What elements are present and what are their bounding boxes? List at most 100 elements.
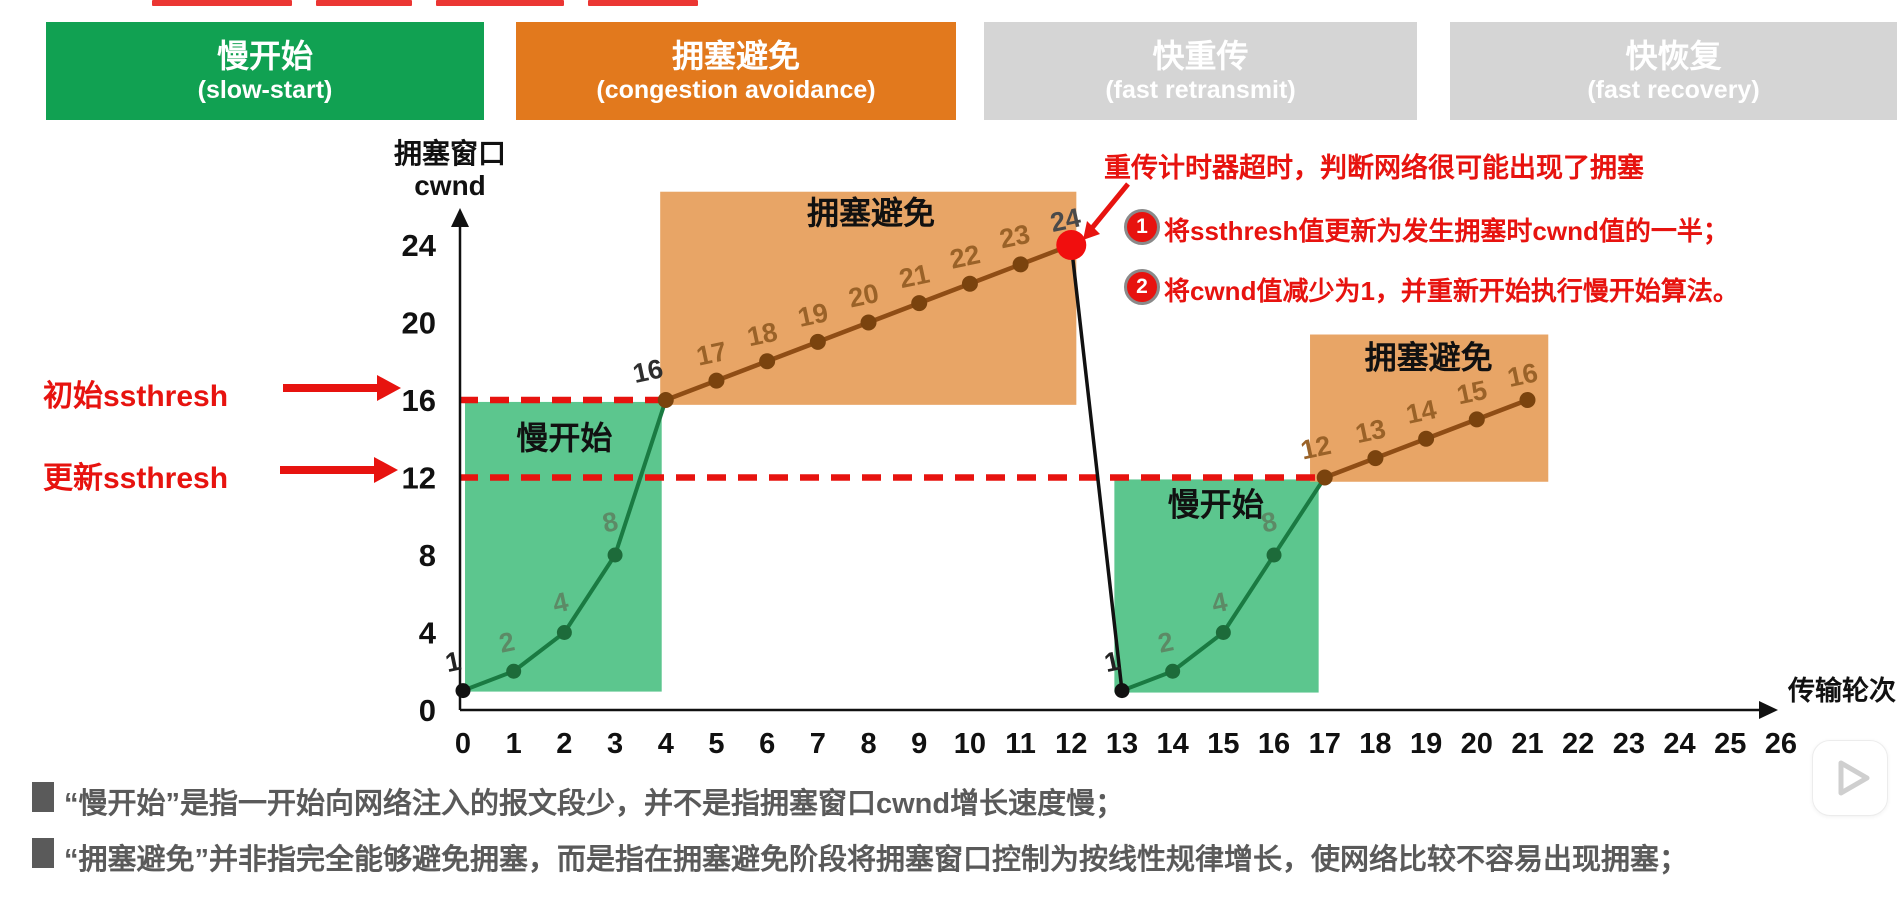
y-tick-label-8: 8	[419, 538, 436, 573]
point-label-slow-start-1-1: 1	[443, 646, 464, 678]
point-label-slow-start-2-1: 1	[1102, 646, 1123, 678]
data-point-congestion-avoidance-2-21	[1519, 392, 1536, 408]
point-label-slow-start-2-2: 2	[1155, 626, 1176, 658]
y-tick-label-12: 12	[402, 461, 436, 496]
series-line-timeout-drop	[1069, 243, 1124, 693]
y-axis-title: 拥塞窗口 cwnd	[360, 138, 540, 202]
x-tick-label-15: 15	[1207, 728, 1239, 760]
data-point-slow-start-2-15	[1215, 625, 1231, 640]
x-tick-label-10: 10	[954, 728, 986, 760]
x-tick-label-23: 23	[1613, 728, 1645, 760]
step-1-badge: 1	[1124, 209, 1160, 245]
note-bullet-square	[32, 838, 54, 868]
title-remnant-segment	[152, 0, 292, 6]
point-label-slow-start-2-8: 8	[1259, 506, 1280, 538]
point-label-congestion-avoidance-1-18: 18	[744, 317, 780, 353]
data-point-congestion-avoidance-1-11	[1012, 256, 1029, 273]
note-slow-start: “慢开始”是指一开始向网络注入的报文段少，并不是指拥塞窗口cwnd增长速度慢；	[64, 788, 1125, 820]
data-point-congestion-avoidance-2-20	[1468, 411, 1485, 428]
x-tick-label-1: 1	[506, 728, 522, 760]
video-play-button[interactable]	[1812, 740, 1888, 816]
phase-box-congestion-avoidance: 拥塞避免 (congestion avoidance)	[516, 22, 956, 120]
x-axis-arrowhead	[1759, 701, 1778, 719]
title-remnant-segment	[436, 0, 564, 6]
phase-title-zh: 快恢复	[1625, 38, 1722, 74]
data-point-congestion-avoidance-2-18	[1367, 450, 1384, 467]
point-label-congestion-avoidance-1-21: 21	[897, 259, 933, 295]
x-tick-label-2: 2	[556, 728, 572, 760]
x-tick-label-19: 19	[1410, 728, 1442, 760]
point-label-slow-start-1-16: 16	[630, 353, 666, 389]
initial-ssthresh-label: 初始ssthresh	[43, 380, 229, 413]
phase-title-zh: 拥塞避免	[671, 38, 800, 74]
x-tick-label-21: 21	[1511, 728, 1543, 760]
note-bullet-square	[32, 782, 54, 812]
y-axis-title-line1: 拥塞窗口	[393, 138, 506, 169]
point-label-congestion-avoidance-2-16: 16	[1505, 357, 1541, 393]
point-label-slow-start-1-4: 4	[550, 586, 571, 618]
data-point-congestion-avoidance-2-17	[1316, 469, 1333, 486]
point-label-congestion-avoidance-2-14: 14	[1403, 394, 1439, 430]
phase-title-en: (fast retransmit)	[1105, 76, 1296, 104]
updated-ssthresh-arrowhead	[374, 457, 398, 483]
x-tick-label-25: 25	[1714, 728, 1746, 760]
data-point-congestion-avoidance-1-9	[911, 295, 928, 312]
region-label-slow-start-1: 慢开始	[516, 420, 612, 456]
x-tick-label-18: 18	[1359, 728, 1391, 760]
x-tick-label-22: 22	[1562, 728, 1594, 760]
point-label-slow-start-2-4: 4	[1209, 586, 1230, 618]
phase-title-en: (slow-start)	[197, 76, 333, 104]
point-label-congestion-avoidance-1-19: 19	[795, 297, 831, 333]
y-tick-label-4: 4	[419, 616, 437, 651]
point-label-congestion-avoidance-1-24: 24	[1048, 202, 1084, 238]
data-point-congestion-avoidance-1-10	[961, 275, 978, 292]
data-point-slow-start-1-1	[506, 663, 522, 679]
point-label-slow-start-1-8: 8	[600, 506, 621, 538]
step-2-text: 将cwnd值减少为1，并重新开始执行慢开始算法。	[1164, 276, 1739, 306]
y-axis-title-line2: cwnd	[414, 170, 486, 201]
updated-ssthresh-arrow	[280, 466, 374, 474]
x-tick-label-9: 9	[911, 728, 927, 760]
point-label-slow-start-1-2: 2	[496, 626, 517, 658]
title-remnant-segment	[316, 0, 412, 6]
data-point-congestion-avoidance-1-8	[860, 314, 877, 331]
chart-region-slow-start-1	[465, 401, 662, 692]
initial-ssthresh-arrowhead	[377, 375, 401, 401]
point-label-congestion-avoidance-2-12: 12	[1298, 430, 1334, 466]
timeout-arrow	[1090, 182, 1130, 230]
x-tick-label-26: 26	[1765, 728, 1797, 760]
x-tick-label-5: 5	[708, 728, 724, 760]
initial-ssthresh-arrow	[283, 384, 377, 392]
y-tick-label-20: 20	[402, 306, 436, 341]
x-tick-label-17: 17	[1309, 728, 1341, 760]
x-tick-label-24: 24	[1663, 728, 1695, 760]
step-2-badge: 2	[1124, 269, 1160, 305]
timeout-annotation-title: 重传计时器超时，判断网络很可能出现了拥塞	[1104, 153, 1644, 183]
region-label-congestion-avoidance-2: 拥塞避免	[1365, 339, 1493, 375]
x-tick-label-7: 7	[810, 728, 826, 760]
step-1-text: 将ssthresh值更新为发生拥塞时cwnd值的一半；	[1164, 216, 1729, 246]
phase-box-fast-retransmit: 快重传 (fast retransmit)	[984, 22, 1417, 120]
data-point-slow-start-1-3	[607, 547, 623, 563]
data-point-congestion-avoidance-1-7	[809, 333, 826, 350]
note-congestion-avoidance: “拥塞避免”并非指完全能够避免拥塞，而是指在拥塞避免阶段将拥塞窗口控制为按线性规…	[64, 844, 1689, 876]
point-label-congestion-avoidance-1-22: 22	[947, 239, 983, 275]
updated-ssthresh-label: 更新ssthresh	[43, 462, 229, 495]
point-label-congestion-avoidance-2-13: 13	[1353, 414, 1389, 450]
region-label-congestion-avoidance-1: 拥塞避免	[807, 195, 935, 231]
phase-box-fast-recovery: 快恢复 (fast recovery)	[1450, 22, 1897, 120]
title-remnant-segment	[588, 0, 698, 6]
play-icon	[1838, 760, 1870, 796]
data-point-slow-start-2-13	[1114, 683, 1130, 699]
x-tick-label-6: 6	[759, 728, 775, 760]
point-label-congestion-avoidance-1-20: 20	[846, 278, 882, 314]
x-tick-label-13: 13	[1106, 728, 1138, 760]
data-point-congestion-avoidance-1-5	[708, 372, 725, 389]
x-tick-label-12: 12	[1055, 728, 1087, 760]
y-tick-label-24: 24	[402, 228, 437, 263]
timeout-dot	[1056, 230, 1087, 260]
data-point-congestion-avoidance-1-6	[759, 353, 776, 370]
data-point-slow-start-1-0	[455, 683, 471, 699]
